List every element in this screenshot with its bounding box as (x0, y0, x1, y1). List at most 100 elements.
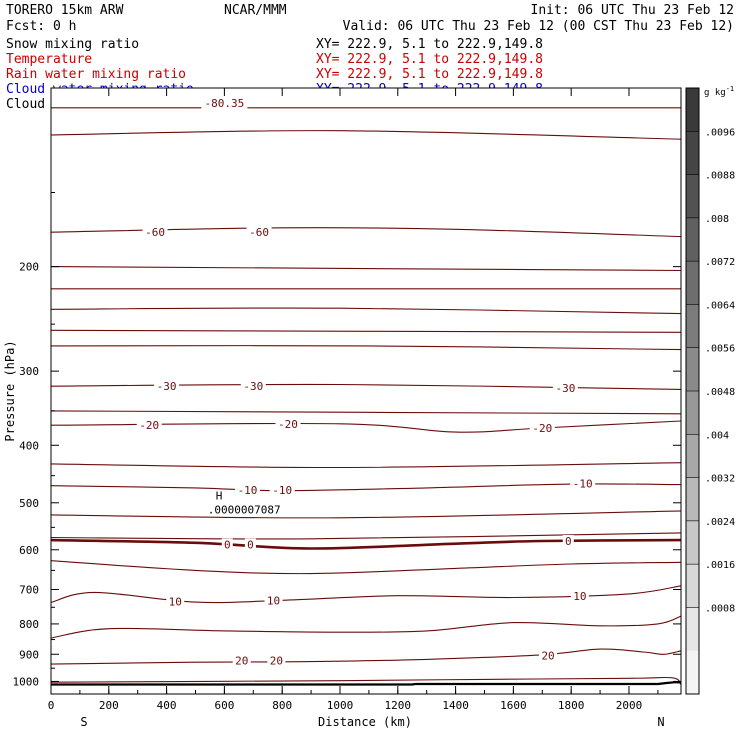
contour-label: 20 (270, 654, 283, 667)
contour-label: -30 (243, 380, 263, 393)
contour-label: -30 (555, 382, 575, 395)
y-tick-label: 200 (19, 261, 39, 274)
x-tick-label: 1800 (558, 699, 585, 712)
colorbar-swatch (686, 391, 699, 435)
isotherm-line (50, 615, 682, 639)
contour-label: -10 (238, 484, 258, 497)
colorbar-swatch (686, 650, 699, 695)
y-tick-label: 1000 (13, 675, 40, 688)
colorbar-swatch (686, 477, 699, 522)
y-tick-label: 600 (19, 544, 39, 557)
isotherm-line (50, 532, 682, 540)
colorbar-label: .0016 (705, 560, 735, 571)
colorbar-label: .0088 (705, 171, 735, 182)
contour-label-bg (246, 226, 272, 239)
colorbar-label: .0024 (705, 517, 735, 528)
colorbar: .0096 .0088 .008 .0072 .0064 .0056 .0048 .004 .0… (685, 87, 735, 695)
colorbar-swatch (686, 347, 699, 392)
south-label: S (80, 715, 87, 729)
contour-label-bg (142, 226, 168, 239)
field-label: Temperature (6, 52, 92, 67)
contour-label: -60 (145, 226, 165, 239)
isotherm-line (50, 420, 682, 433)
max-symbol: H (216, 489, 223, 502)
colorbar-swatch (686, 520, 699, 565)
contour-label-bg (166, 595, 185, 608)
init-time: Init: 06 UTC Thu 23 Feb 12 (531, 3, 735, 18)
x-tick-label: 1400 (442, 699, 469, 712)
colorbar-label: .008 (705, 214, 729, 225)
contour-label-bg (529, 421, 555, 434)
colorbar-swatch (686, 88, 699, 132)
contour-label-bg (267, 654, 286, 667)
contour-label: -10 (272, 484, 292, 497)
contour-label-bg (275, 417, 301, 430)
colorbar-swatch (686, 217, 699, 262)
field-label: Rain water mixing ratio (6, 67, 186, 82)
x-axis: 0 200 400 600 800 1000 1200 1400 1600 1800 2000 (48, 88, 659, 712)
north-label: N (657, 715, 664, 729)
colorbar-unit: g kg-1 (704, 85, 734, 98)
y-tick-label: 800 (19, 618, 39, 631)
x-tick-label: 600 (214, 699, 234, 712)
isotherm-line (50, 538, 682, 550)
x-tick-label: 1200 (385, 699, 412, 712)
isotherm-line (50, 329, 682, 333)
colorbar-swatch (686, 174, 699, 219)
y-tick-label: 500 (19, 497, 39, 510)
contour-label: 20 (541, 649, 554, 662)
contour-label: -30 (157, 380, 177, 393)
isotherm-line (50, 383, 682, 390)
valid-time: Valid: 06 UTC Thu 23 Feb 12 (00 CST Thu … (343, 19, 734, 34)
colorbar-label: .0032 (705, 474, 735, 485)
contour-label-bg (552, 381, 578, 394)
x-tick-label: 400 (157, 699, 177, 712)
contour-label: 10 (169, 595, 182, 608)
colorbar-swatch (686, 304, 699, 349)
y-tick-label: 300 (19, 365, 39, 378)
contour-label-bg (221, 538, 233, 551)
contour-label-bg (269, 484, 295, 497)
plot-background (51, 88, 681, 694)
y-tick-label: 400 (19, 439, 39, 452)
isotherm-line (50, 462, 682, 469)
isotherm-line (50, 510, 682, 519)
colorbar-swatch (686, 607, 699, 652)
contour-label-bg (539, 649, 558, 662)
x-tick-label: 2000 (616, 699, 643, 712)
contour-label-bg (235, 484, 261, 497)
x-axis-label: Distance (km) (318, 715, 412, 729)
isotherm-line (50, 266, 682, 272)
contour-label: -80.35 (205, 97, 245, 110)
field-xy: XY= 222.9, 5.1 to 222.9,149.8 (316, 52, 543, 67)
temperature-contours (50, 107, 682, 685)
contour-label-bg (570, 590, 589, 603)
contour-label: -10 (573, 478, 593, 491)
colorbar-label: .0072 (705, 257, 735, 268)
contour-label-bg (154, 380, 180, 393)
contour-label: -60 (249, 226, 269, 239)
contour-label-bg (201, 97, 248, 110)
contour-label: 20 (235, 654, 248, 667)
isotherm-line (50, 585, 682, 604)
org-label: NCAR/MMM (224, 3, 287, 18)
colorbar-label: .0056 (705, 344, 735, 355)
isotherm-line (50, 560, 682, 575)
colorbar-label: .0096 (705, 127, 735, 138)
max-value: .0000007087 (208, 503, 281, 516)
isotherm-line (50, 648, 682, 665)
contour-label: 0 (224, 539, 231, 552)
colorbar-label: .0008 (705, 603, 735, 614)
x-tick-label: 1000 (327, 699, 354, 712)
isotherm-line (50, 130, 682, 140)
contour-label: 10 (267, 594, 280, 607)
contour-label-bg (244, 538, 256, 551)
contour-label: -20 (532, 422, 552, 435)
contour-label-bg (232, 654, 251, 667)
contour-label-bg (136, 419, 162, 432)
colorbar-swatch (686, 261, 699, 305)
field-label: Snow mixing ratio (6, 37, 139, 52)
contour-labels: -80.35 -60 -60 -30 -30 -30 -20 -20 -20 -10 -10 -10 0… (136, 97, 596, 667)
x-tick-label: 800 (272, 699, 292, 712)
